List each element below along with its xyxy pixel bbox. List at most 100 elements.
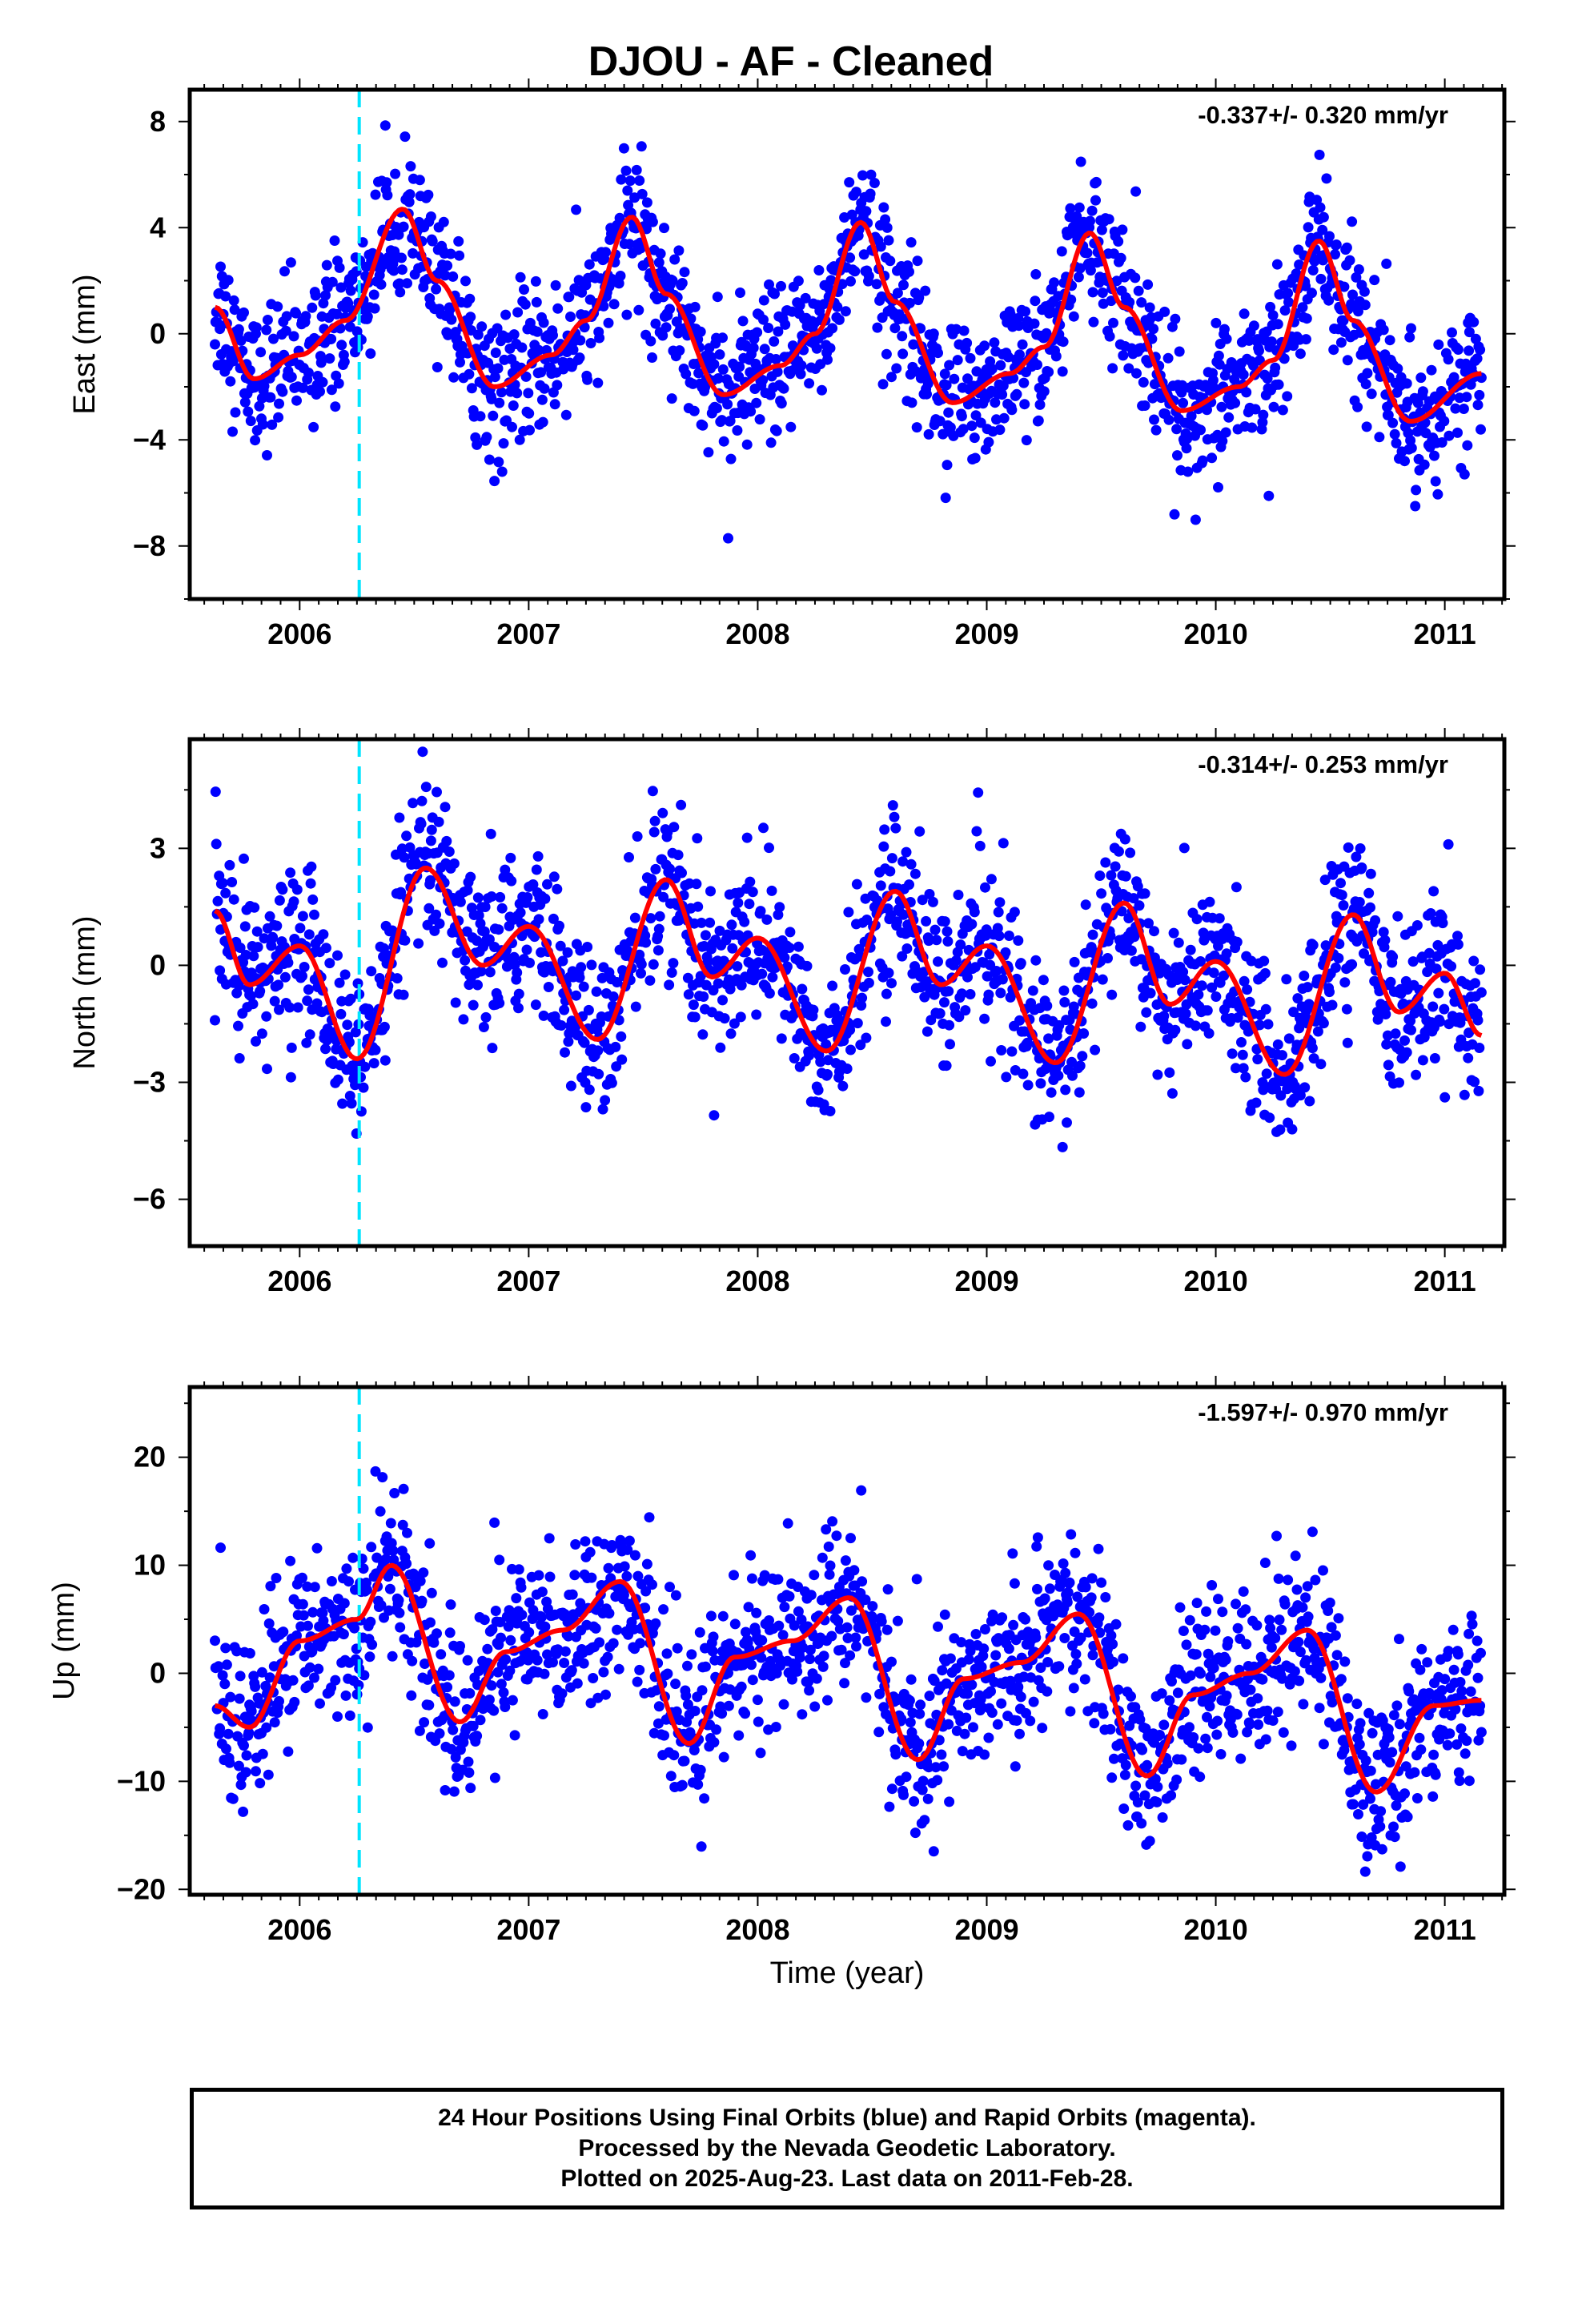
east-point bbox=[324, 353, 335, 364]
up-point bbox=[943, 1719, 954, 1730]
up-point bbox=[700, 1661, 711, 1672]
north-point bbox=[856, 1000, 867, 1011]
up-point bbox=[686, 1649, 697, 1660]
up-point bbox=[741, 1626, 751, 1638]
east-point bbox=[1323, 295, 1335, 306]
north-point bbox=[247, 999, 259, 1010]
east-point bbox=[220, 291, 231, 302]
east-point bbox=[1262, 373, 1273, 384]
up-point bbox=[1079, 1674, 1090, 1685]
up-point bbox=[297, 1598, 308, 1610]
north-point bbox=[494, 998, 505, 1009]
north-point bbox=[739, 916, 750, 927]
east-point bbox=[321, 259, 332, 271]
up-point bbox=[465, 1783, 476, 1794]
east-point bbox=[230, 407, 241, 418]
east-frame bbox=[187, 87, 1507, 601]
up-point bbox=[1072, 1591, 1083, 1602]
x-tick-label: 2007 bbox=[496, 617, 560, 650]
up-point bbox=[414, 1725, 425, 1736]
east-point bbox=[1433, 339, 1444, 350]
up-point bbox=[905, 1674, 917, 1685]
north-point bbox=[1059, 997, 1070, 1007]
east-point bbox=[1267, 310, 1279, 321]
east-point bbox=[486, 393, 497, 404]
up-point bbox=[825, 1560, 836, 1571]
north-point bbox=[725, 1028, 737, 1039]
north-point bbox=[311, 998, 323, 1009]
north-point bbox=[650, 863, 661, 875]
north-point bbox=[273, 979, 284, 991]
east-point bbox=[1309, 255, 1320, 267]
up-point bbox=[679, 1755, 690, 1767]
north-point bbox=[1469, 1076, 1480, 1088]
up-point bbox=[375, 1506, 386, 1517]
east-point bbox=[1265, 301, 1276, 312]
east-point bbox=[1411, 485, 1422, 496]
up-point bbox=[777, 1630, 789, 1641]
east-point bbox=[1318, 211, 1329, 223]
up-point bbox=[753, 1716, 764, 1727]
east-point bbox=[1021, 435, 1032, 446]
x-tick-label: 2009 bbox=[954, 617, 1018, 650]
north-point bbox=[668, 958, 679, 969]
up-point bbox=[751, 1607, 762, 1618]
up-point bbox=[1137, 1744, 1148, 1755]
north-point bbox=[914, 826, 926, 837]
up-point bbox=[842, 1633, 853, 1643]
up-point bbox=[747, 1675, 758, 1686]
north-point bbox=[629, 912, 640, 923]
up-point bbox=[886, 1656, 897, 1667]
north-point bbox=[264, 911, 275, 922]
up-point bbox=[944, 1796, 955, 1807]
up-point bbox=[759, 1570, 770, 1581]
east-point bbox=[508, 329, 520, 340]
north-point bbox=[256, 1028, 267, 1039]
east-point bbox=[725, 453, 737, 464]
up-point bbox=[1151, 1796, 1162, 1807]
east-point bbox=[845, 275, 856, 287]
north-point bbox=[579, 1037, 590, 1048]
up-point bbox=[629, 1550, 640, 1561]
north-point bbox=[574, 972, 585, 983]
east-point bbox=[466, 383, 477, 394]
east-point bbox=[832, 301, 843, 312]
north-point bbox=[1080, 899, 1091, 911]
north-point bbox=[774, 902, 785, 913]
north-point bbox=[1166, 1088, 1178, 1099]
north-point bbox=[582, 942, 593, 952]
north-point bbox=[658, 891, 669, 903]
east-point bbox=[1223, 412, 1235, 423]
north-point bbox=[1452, 931, 1463, 942]
north-point bbox=[359, 1061, 371, 1072]
east-point bbox=[772, 366, 783, 377]
up-point bbox=[811, 1673, 822, 1684]
north-point bbox=[764, 842, 774, 854]
north-point bbox=[1211, 991, 1222, 1002]
up-point bbox=[570, 1539, 581, 1550]
east-point bbox=[1443, 354, 1454, 365]
north-point bbox=[921, 915, 932, 927]
north-y-axis-label: North (mm) bbox=[68, 915, 102, 1069]
north-point bbox=[301, 1037, 312, 1048]
east-point bbox=[979, 340, 990, 352]
east-point bbox=[1436, 437, 1447, 448]
north-point bbox=[933, 956, 943, 967]
east-point bbox=[1273, 379, 1284, 390]
north-point bbox=[648, 959, 659, 970]
north-point bbox=[267, 931, 279, 943]
up-point bbox=[1062, 1587, 1074, 1598]
north-point bbox=[299, 962, 310, 972]
north-point bbox=[606, 1077, 617, 1088]
up-point bbox=[822, 1695, 833, 1706]
east-point bbox=[496, 387, 507, 398]
north-point bbox=[548, 913, 559, 924]
up-point bbox=[256, 1667, 267, 1678]
east-point bbox=[1043, 367, 1054, 377]
east-point bbox=[1085, 265, 1096, 276]
up-point bbox=[827, 1516, 838, 1527]
east-point bbox=[913, 292, 925, 304]
up-point bbox=[641, 1558, 652, 1570]
up-point bbox=[389, 1488, 400, 1498]
north-point bbox=[408, 798, 419, 809]
